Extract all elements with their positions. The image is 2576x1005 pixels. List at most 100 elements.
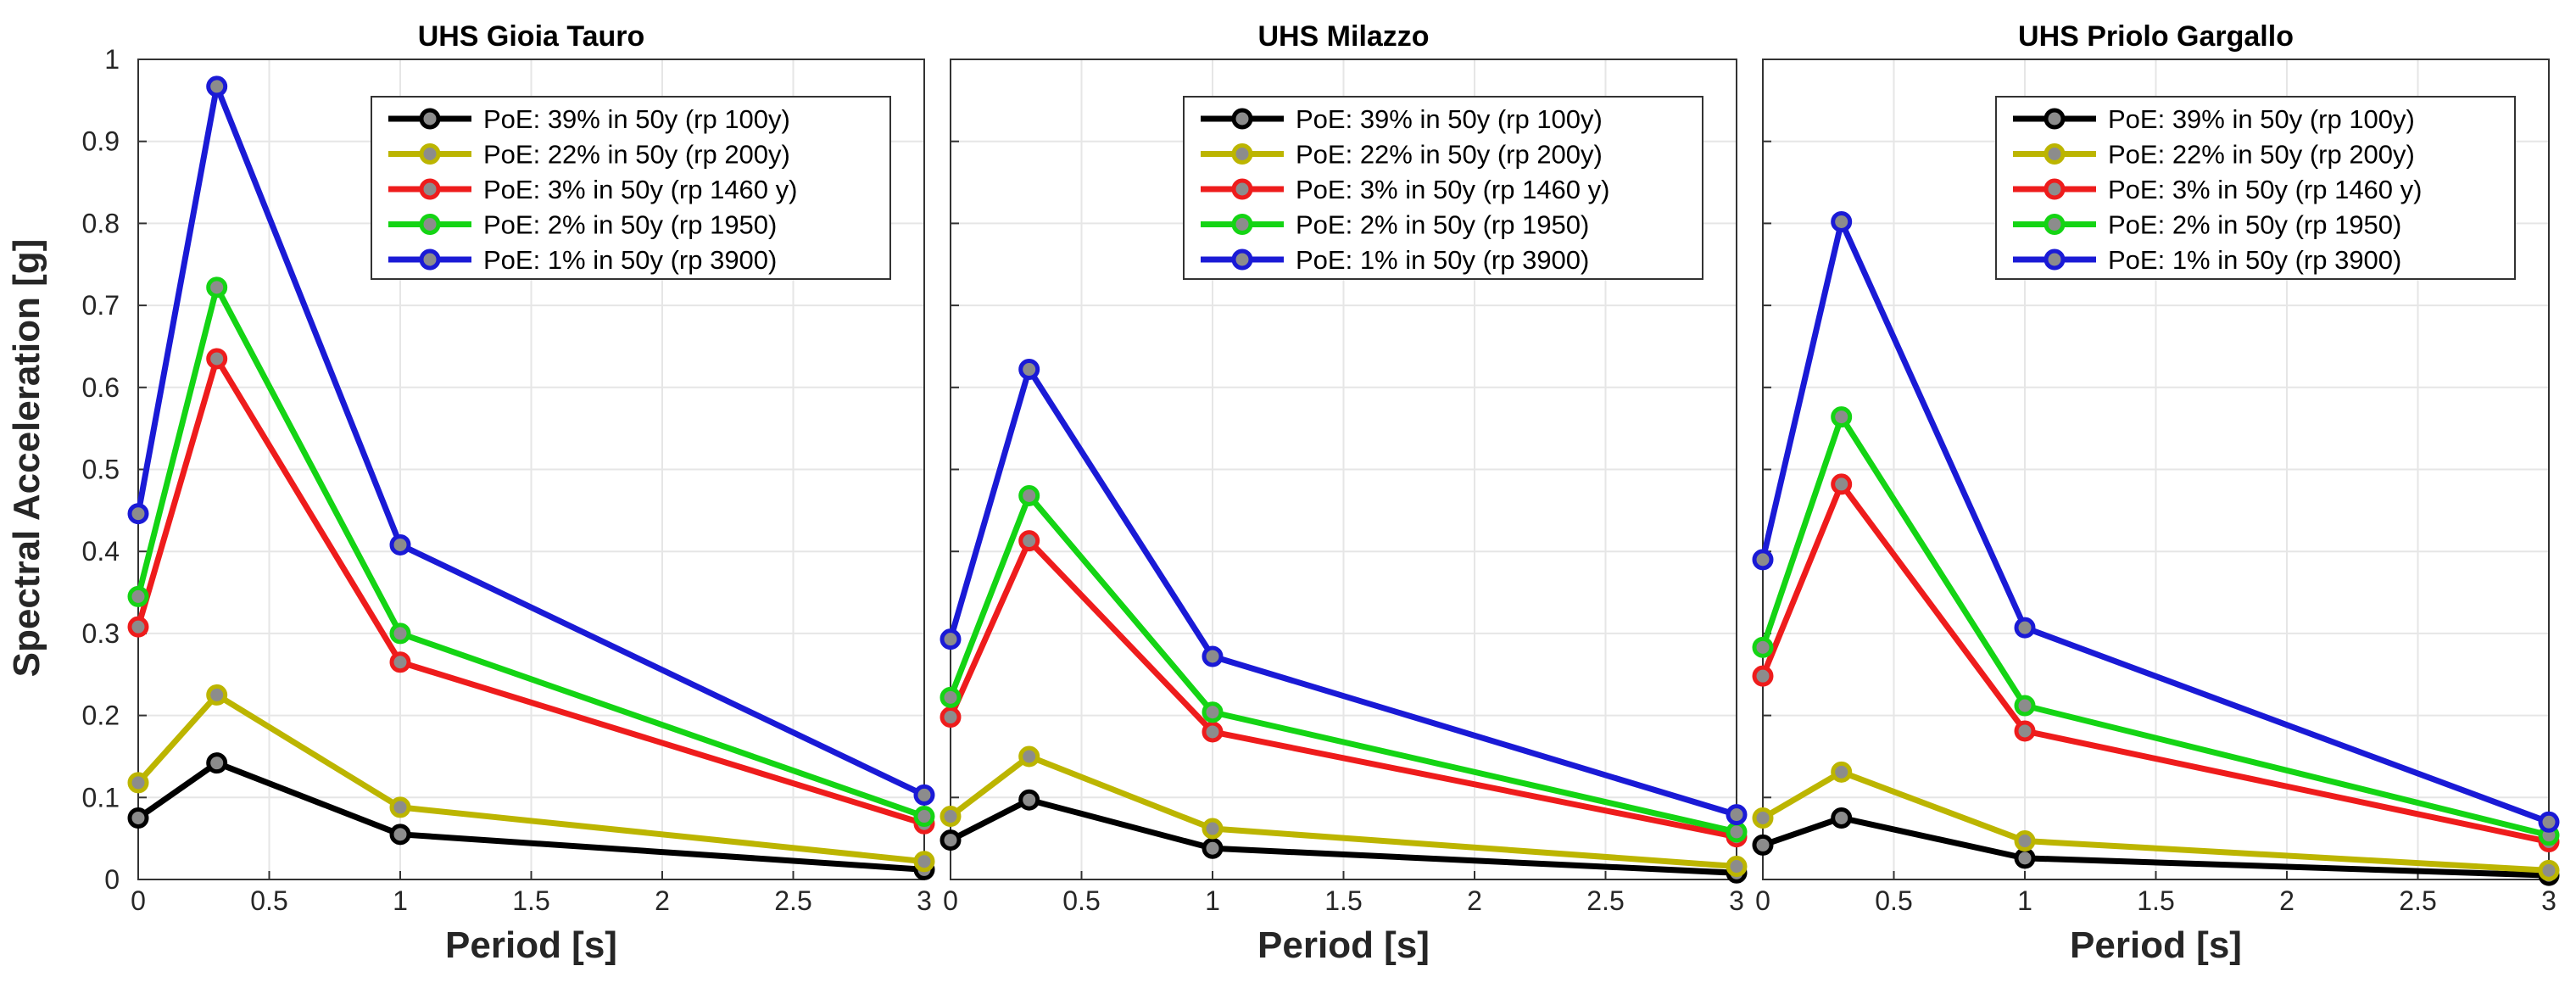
series-line-4 [135,284,928,820]
data-point [1831,807,1853,829]
data-point [1726,804,1748,826]
series-line-1 [135,760,928,873]
legend-entry-4: PoE: 2% in 50y (rp 1950) [483,210,777,240]
y-tick-label: 0.8 [82,208,120,238]
series-line-5 [135,83,928,798]
data-point [1752,665,1774,687]
legend-marker-5 [1231,248,1253,271]
y-tick-label: 0.9 [82,126,120,157]
chart-title: UHS Gioia Tauro [418,20,645,53]
legend-marker-4 [2044,214,2066,235]
legend-marker-2 [419,143,441,165]
legend-entry-5: PoE: 1% in 50y (rp 3900) [483,245,777,275]
data-point [389,796,411,818]
legend-marker-3 [419,178,441,200]
data-point [2014,830,2036,852]
series-line-3 [135,355,928,827]
legend-marker-1 [419,108,441,130]
data-point [206,752,228,774]
legend-entry-1: PoE: 39% in 50y (rp 100y) [2108,104,2415,134]
data-point [1752,807,1774,829]
chart-title: UHS Priolo Gargallo [2018,20,2294,53]
data-point [127,807,149,829]
x-tick-label: 2.5 [774,885,811,916]
series-line-4 [947,492,1740,835]
data-point [1752,834,1774,856]
series-line-1 [1759,814,2552,879]
data-point [206,276,228,299]
series-line-5 [947,366,1740,818]
legend-marker-3 [1231,178,1253,200]
legend-entry-4: PoE: 2% in 50y (rp 1950) [2108,210,2401,240]
legend-marker-4 [1231,214,1253,235]
data-point [913,784,935,806]
chart-panel-3: 0 0.5 1 1.5 2 2.5 3 UHS Priolo Gargallo Period [… [1752,20,2560,966]
x-tick-label: 2.5 [1586,885,1624,916]
x-tick-label: 2.5 [2399,885,2436,916]
data-point [913,806,935,828]
legend-entry-3: PoE: 3% in 50y (rp 1460 y) [1296,175,1609,204]
y-tick-label: 0.2 [82,701,120,731]
x-tick-label: 2 [655,885,670,916]
data-point [1726,821,1748,843]
data-point [206,348,228,370]
data-point [1831,406,1853,428]
chart-panel-1: 0 0.5 1 1.5 2 2.5 3 0 0.1 0.2 0.3 0.4 0.5 0.6 0.7 0.8 0.… [82,20,935,966]
legend-marker-5 [419,248,441,271]
data-point [389,533,411,556]
data-point [1831,761,1853,783]
data-point [940,628,962,650]
y-tick-label: 0 [104,864,120,895]
x-tick-label: 0.5 [250,885,287,916]
data-point [389,651,411,673]
series-line-3 [947,538,1740,840]
data-point [389,623,411,645]
chart-panel-2: 0 0.5 1 1.5 2 2.5 3 UHS Milazzo Period [s] PoE: 3… [940,20,1748,966]
data-point [1202,837,1224,859]
x-tick-label: 1.5 [2137,885,2174,916]
x-axis-label: Period [s] [2070,924,2242,966]
data-point [940,806,962,828]
legend-entry-5: PoE: 1% in 50y (rp 3900) [2108,245,2401,275]
legend-entry-4: PoE: 2% in 50y (rp 1950) [1296,210,1589,240]
data-point [2014,695,2036,717]
data-point [206,75,228,98]
x-tick-label: 2 [1467,885,1482,916]
x-tick-label: 1.5 [1324,885,1362,916]
x-tick-label: 1 [2017,885,2032,916]
legend: PoE: 39% in 50y (rp 100y) PoE: 22% in 50y… [1995,96,2516,280]
series-line-4 [1759,414,2552,839]
x-tick-label: 3 [917,885,932,916]
data-point [1752,549,1774,571]
data-point [1202,645,1224,667]
legend: PoE: 39% in 50y (rp 100y) PoE: 22% in 50y… [371,96,891,280]
series-line-2 [947,753,1740,870]
legend-marker-1 [2044,108,2066,130]
series-line-5 [1759,218,2552,825]
data-point [2538,859,2560,881]
legend-entry-2: PoE: 22% in 50y (rp 200y) [1296,140,1603,170]
data-point [127,585,149,607]
legend-marker-3 [2044,178,2066,200]
data-point [2014,847,2036,869]
x-tick-label: 3 [2541,885,2556,916]
y-tick-label: 1 [104,44,120,75]
x-axis-label: Period [s] [1257,924,1430,966]
y-tick-label: 0.7 [82,290,120,321]
x-tick-label: 3 [1729,885,1744,916]
x-tick-label: 0 [131,885,146,916]
x-tick-label: 0 [943,885,958,916]
chart-title: UHS Milazzo [1257,20,1429,53]
legend-marker-2 [1231,143,1253,165]
data-point [389,824,411,846]
data-point [913,851,935,873]
series-line-1 [947,796,1740,876]
series-line-3 [1759,481,2552,846]
data-point [127,772,149,794]
legend-entry-1: PoE: 39% in 50y (rp 100y) [483,104,790,134]
data-point [127,503,149,525]
series-line-2 [135,691,928,865]
legend-marker-5 [2044,248,2066,271]
data-point [1202,701,1224,723]
data-point [1018,484,1040,506]
